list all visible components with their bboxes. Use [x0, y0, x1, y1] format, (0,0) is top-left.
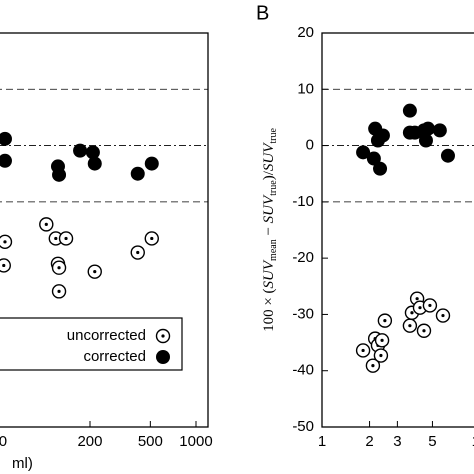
panel-label: B	[256, 2, 269, 24]
point-dot	[54, 236, 58, 241]
y-tick-label: -10	[292, 193, 314, 210]
point	[355, 343, 371, 358]
y-axis-label-part: true	[268, 128, 279, 144]
y-axis-label-part: 100 × (	[261, 288, 277, 331]
y-axis-label-part: mean	[268, 239, 279, 261]
point	[402, 318, 418, 333]
point	[0, 131, 12, 146]
plot-frame	[0, 32, 209, 428]
point-dot	[441, 313, 445, 318]
point	[73, 143, 88, 158]
y-axis-label-part: SUV	[261, 194, 277, 223]
point	[144, 231, 159, 246]
point-dot	[410, 311, 414, 315]
x-tick-label: 2	[365, 433, 373, 450]
point-dot	[380, 338, 384, 342]
x-tick-label: 50	[0, 433, 7, 450]
legend-marker-dot	[161, 334, 165, 338]
point-dot	[64, 236, 68, 241]
point	[365, 358, 381, 373]
point	[52, 167, 67, 182]
point-dot	[361, 348, 365, 353]
point	[373, 161, 388, 176]
x-tick-label: 1	[318, 433, 326, 450]
point	[422, 298, 438, 313]
point-dot	[136, 250, 140, 255]
y-axis-label-part: true	[268, 180, 279, 196]
y-axis-label-part: )/	[261, 170, 277, 180]
point	[432, 123, 447, 138]
x-tick-label: 500	[138, 433, 163, 450]
point-dot	[418, 306, 422, 310]
point	[377, 313, 393, 328]
point-dot	[3, 240, 7, 244]
point	[373, 348, 389, 363]
point	[374, 333, 390, 348]
point-dot	[371, 364, 375, 368]
point	[402, 103, 417, 118]
x-tick-label: 200	[77, 433, 102, 450]
point-dot	[57, 266, 61, 270]
y-axis-label-part: −	[261, 223, 277, 239]
point-dot	[422, 329, 426, 333]
legend-marker	[156, 350, 170, 364]
point-dot	[408, 324, 412, 328]
point	[356, 145, 371, 160]
point-dot	[428, 303, 432, 308]
y-axis-label: 100 × (SUVmean − SUVtrue)/SUVtrue	[261, 128, 279, 332]
point	[144, 156, 159, 171]
point	[0, 153, 12, 168]
y-tick-label: -20	[292, 249, 314, 266]
point	[39, 217, 54, 232]
point-dot	[383, 319, 387, 323]
point	[51, 260, 67, 275]
point	[418, 133, 433, 148]
point	[375, 128, 390, 143]
x-tick-label: 5	[428, 433, 436, 450]
point	[58, 231, 74, 246]
plot-frame	[321, 32, 474, 428]
point	[421, 121, 436, 136]
point	[0, 258, 11, 273]
point	[435, 308, 451, 323]
point-dot	[57, 289, 61, 293]
y-tick-label: 20	[297, 24, 314, 41]
point-dot	[2, 263, 6, 268]
legend-label: corrected	[83, 348, 146, 365]
point-dot	[379, 353, 383, 358]
point	[130, 245, 145, 260]
point-dot	[415, 297, 419, 301]
point	[130, 166, 145, 181]
x-tick-label: 1000	[179, 433, 212, 450]
point	[85, 145, 100, 160]
point	[87, 264, 102, 279]
x-axis-label: ml)	[12, 455, 33, 472]
x-tick-label: 10	[472, 433, 474, 450]
y-tick-label: 10	[297, 80, 314, 97]
legend-label: uncorrected	[67, 327, 146, 344]
y-tick-label: -50	[292, 418, 314, 435]
y-tick-label: 0	[306, 137, 314, 154]
y-axis-label-part: SUV	[261, 259, 277, 288]
y-tick-label: -40	[292, 362, 314, 379]
point	[416, 323, 432, 338]
x-tick-label: 3	[393, 433, 401, 450]
point	[87, 156, 102, 171]
y-tick-label: -30	[292, 305, 314, 322]
point	[366, 151, 381, 166]
point-dot	[93, 270, 97, 274]
point	[51, 284, 67, 299]
y-axis-label-part: SUV	[261, 142, 277, 171]
point	[440, 148, 455, 163]
point	[0, 234, 13, 250]
legend-box	[0, 317, 183, 371]
point-dot	[44, 222, 48, 226]
point-dot	[150, 236, 154, 241]
